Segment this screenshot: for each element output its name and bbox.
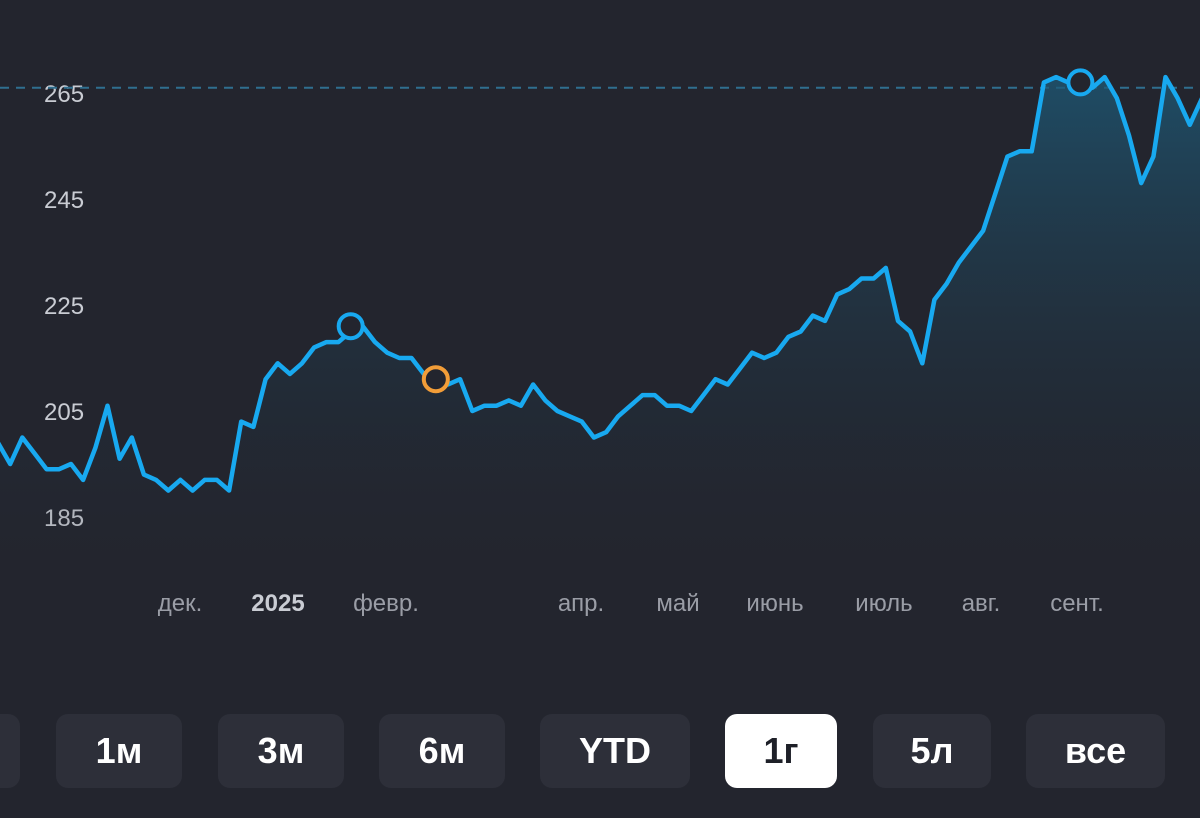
y-tick-label: 205 <box>44 399 84 426</box>
x-tick-label: февр. <box>353 590 419 617</box>
y-tick-label: 225 <box>44 293 84 320</box>
range-button-more[interactable] <box>0 714 20 788</box>
chart-marker[interactable] <box>1066 68 1095 97</box>
range-button-ytd[interactable]: YTD <box>540 714 690 788</box>
range-button-1г[interactable]: 1г <box>725 714 837 788</box>
chart-marker[interactable] <box>421 365 450 394</box>
x-tick-label: июль <box>855 590 912 617</box>
y-tick-label: 245 <box>44 187 84 214</box>
range-button-5л[interactable]: 5л <box>873 714 991 788</box>
range-button-3м[interactable]: 3м <box>218 714 344 788</box>
x-tick-label: июнь <box>746 590 803 617</box>
price-line <box>0 74 1200 493</box>
markers <box>336 68 1095 394</box>
x-tick-label: дек. <box>158 590 203 617</box>
range-button-6м[interactable]: 6м <box>379 714 505 788</box>
y-axis: 185205225245265 <box>44 81 84 532</box>
x-tick-label: 2025 <box>251 590 304 617</box>
x-tick-label: сент. <box>1050 590 1104 617</box>
range-button-1м[interactable]: 1м <box>56 714 182 788</box>
range-selector: 1м 3м 6м YTD 1г 5л все <box>0 714 1200 790</box>
y-tick-label: 265 <box>44 81 84 108</box>
x-tick-label: авг. <box>962 590 1001 617</box>
chart-marker[interactable] <box>336 312 365 341</box>
range-button-все[interactable]: все <box>1026 714 1165 788</box>
x-tick-label: апр. <box>558 590 604 617</box>
price-chart[interactable]: 185205225245265 дек.2025февр.апр.майиюнь… <box>0 0 1200 640</box>
x-tick-label: май <box>656 590 699 617</box>
price-area <box>0 77 1200 580</box>
x-axis: дек. 2025 февр. апр. май июнь июль авг. сент. <box>158 590 1104 617</box>
